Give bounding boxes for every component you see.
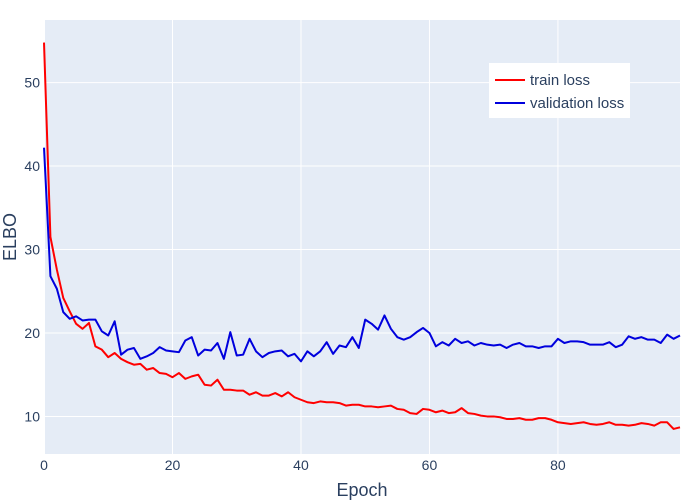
series-line-validation-loss[interactable] bbox=[43, 147, 681, 363]
legend-label-train[interactable]: train loss bbox=[530, 72, 590, 89]
x-axis-ticks: 0 20 40 60 80 bbox=[40, 457, 566, 473]
legend[interactable]: train loss validation loss bbox=[489, 63, 630, 118]
x-tick-label: 0 bbox=[40, 457, 48, 473]
y-tick-label: 10 bbox=[24, 408, 40, 424]
y-tick-label: 20 bbox=[24, 325, 40, 341]
x-tick-label: 40 bbox=[293, 457, 309, 473]
x-tick-label: 60 bbox=[422, 457, 438, 473]
y-tick-label: 40 bbox=[24, 158, 40, 174]
x-tick-label: 80 bbox=[550, 457, 566, 473]
y-axis-ticks: 10 20 30 40 50 bbox=[24, 75, 40, 425]
legend-label-validation[interactable]: validation loss bbox=[530, 95, 624, 112]
x-axis-label: Epoch bbox=[336, 480, 387, 500]
series-line-train-loss[interactable] bbox=[43, 42, 681, 430]
y-tick-label: 50 bbox=[24, 75, 40, 91]
x-tick-label: 20 bbox=[165, 457, 181, 473]
legend-box bbox=[489, 63, 630, 118]
y-axis-label: ELBO bbox=[0, 213, 20, 261]
y-tick-label: 30 bbox=[24, 242, 40, 258]
series-lines bbox=[43, 42, 681, 430]
